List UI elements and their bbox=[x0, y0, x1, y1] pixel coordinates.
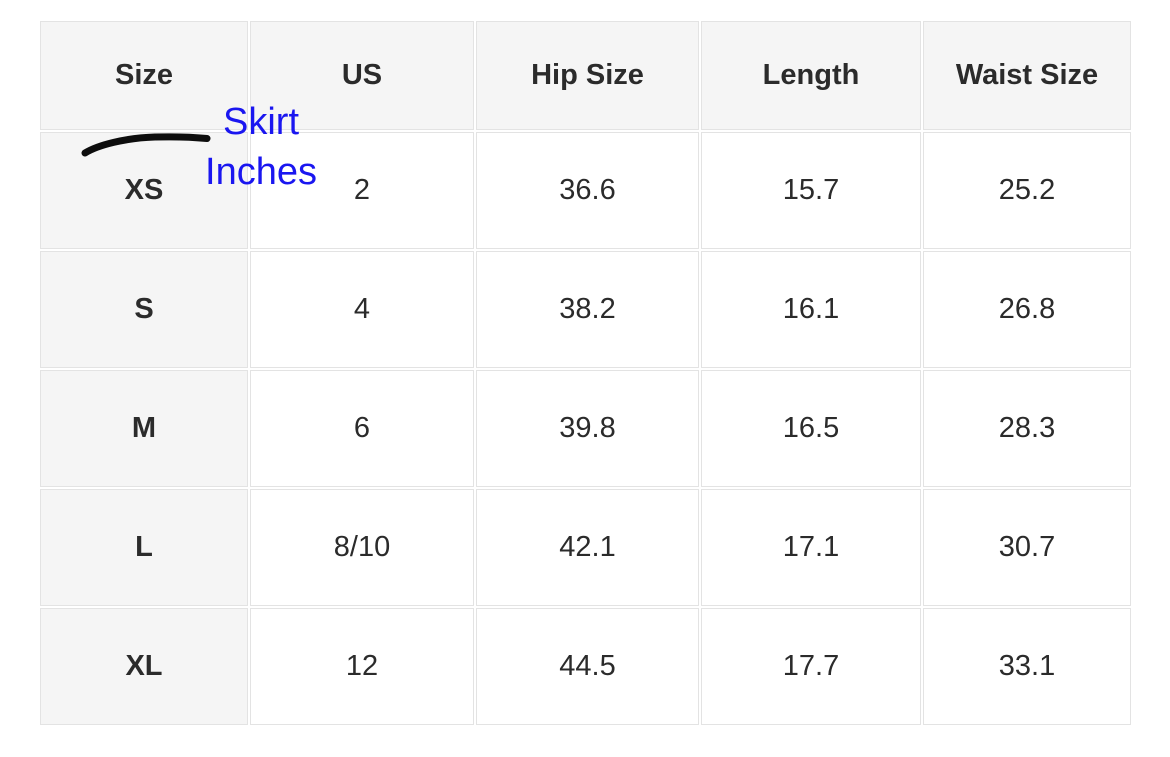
row-size-label: S bbox=[40, 251, 248, 368]
header-row: Size US Hip Size Length Waist Size bbox=[40, 21, 1131, 130]
cell-hip-size: 39.8 bbox=[476, 370, 699, 487]
cell-hip-size: 36.6 bbox=[476, 132, 699, 249]
cell-waist-size: 25.2 bbox=[923, 132, 1131, 249]
table-row-l: L 8/10 42.1 17.1 30.7 bbox=[40, 489, 1131, 606]
table-body: XS 2 36.6 15.7 25.2 S 4 38.2 16.1 26.8 M 6 39.8 16.5 2… bbox=[40, 132, 1131, 725]
cell-waist-size: 26.8 bbox=[923, 251, 1131, 368]
column-header-us: US bbox=[250, 21, 474, 130]
cell-us: 4 bbox=[250, 251, 474, 368]
table-row-s: S 4 38.2 16.1 26.8 bbox=[40, 251, 1131, 368]
cell-length: 15.7 bbox=[701, 132, 921, 249]
cell-us: 12 bbox=[250, 608, 474, 725]
cell-hip-size: 44.5 bbox=[476, 608, 699, 725]
column-header-waist-size: Waist Size bbox=[923, 21, 1131, 130]
column-header-hip-size: Hip Size bbox=[476, 21, 699, 130]
row-size-label: M bbox=[40, 370, 248, 487]
cell-length: 16.1 bbox=[701, 251, 921, 368]
cell-hip-size: 38.2 bbox=[476, 251, 699, 368]
row-size-label: XS bbox=[40, 132, 248, 249]
row-size-label: XL bbox=[40, 608, 248, 725]
size-chart-table: Size US Hip Size Length Waist Size XS 2 36.6 15… bbox=[38, 19, 1133, 727]
cell-us: 6 bbox=[250, 370, 474, 487]
cell-length: 16.5 bbox=[701, 370, 921, 487]
column-header-size: Size bbox=[40, 21, 248, 130]
column-header-length: Length bbox=[701, 21, 921, 130]
cell-length: 17.7 bbox=[701, 608, 921, 725]
cell-waist-size: 30.7 bbox=[923, 489, 1131, 606]
cell-waist-size: 33.1 bbox=[923, 608, 1131, 725]
cell-us: 8/10 bbox=[250, 489, 474, 606]
table-row-xl: XL 12 44.5 17.7 33.1 bbox=[40, 608, 1131, 725]
table-row-m: M 6 39.8 16.5 28.3 bbox=[40, 370, 1131, 487]
table-header: Size US Hip Size Length Waist Size bbox=[40, 21, 1131, 130]
cell-waist-size: 28.3 bbox=[923, 370, 1131, 487]
cell-us: 2 bbox=[250, 132, 474, 249]
cell-length: 17.1 bbox=[701, 489, 921, 606]
row-size-label: L bbox=[40, 489, 248, 606]
cell-hip-size: 42.1 bbox=[476, 489, 699, 606]
table-row-xs: XS 2 36.6 15.7 25.2 bbox=[40, 132, 1131, 249]
